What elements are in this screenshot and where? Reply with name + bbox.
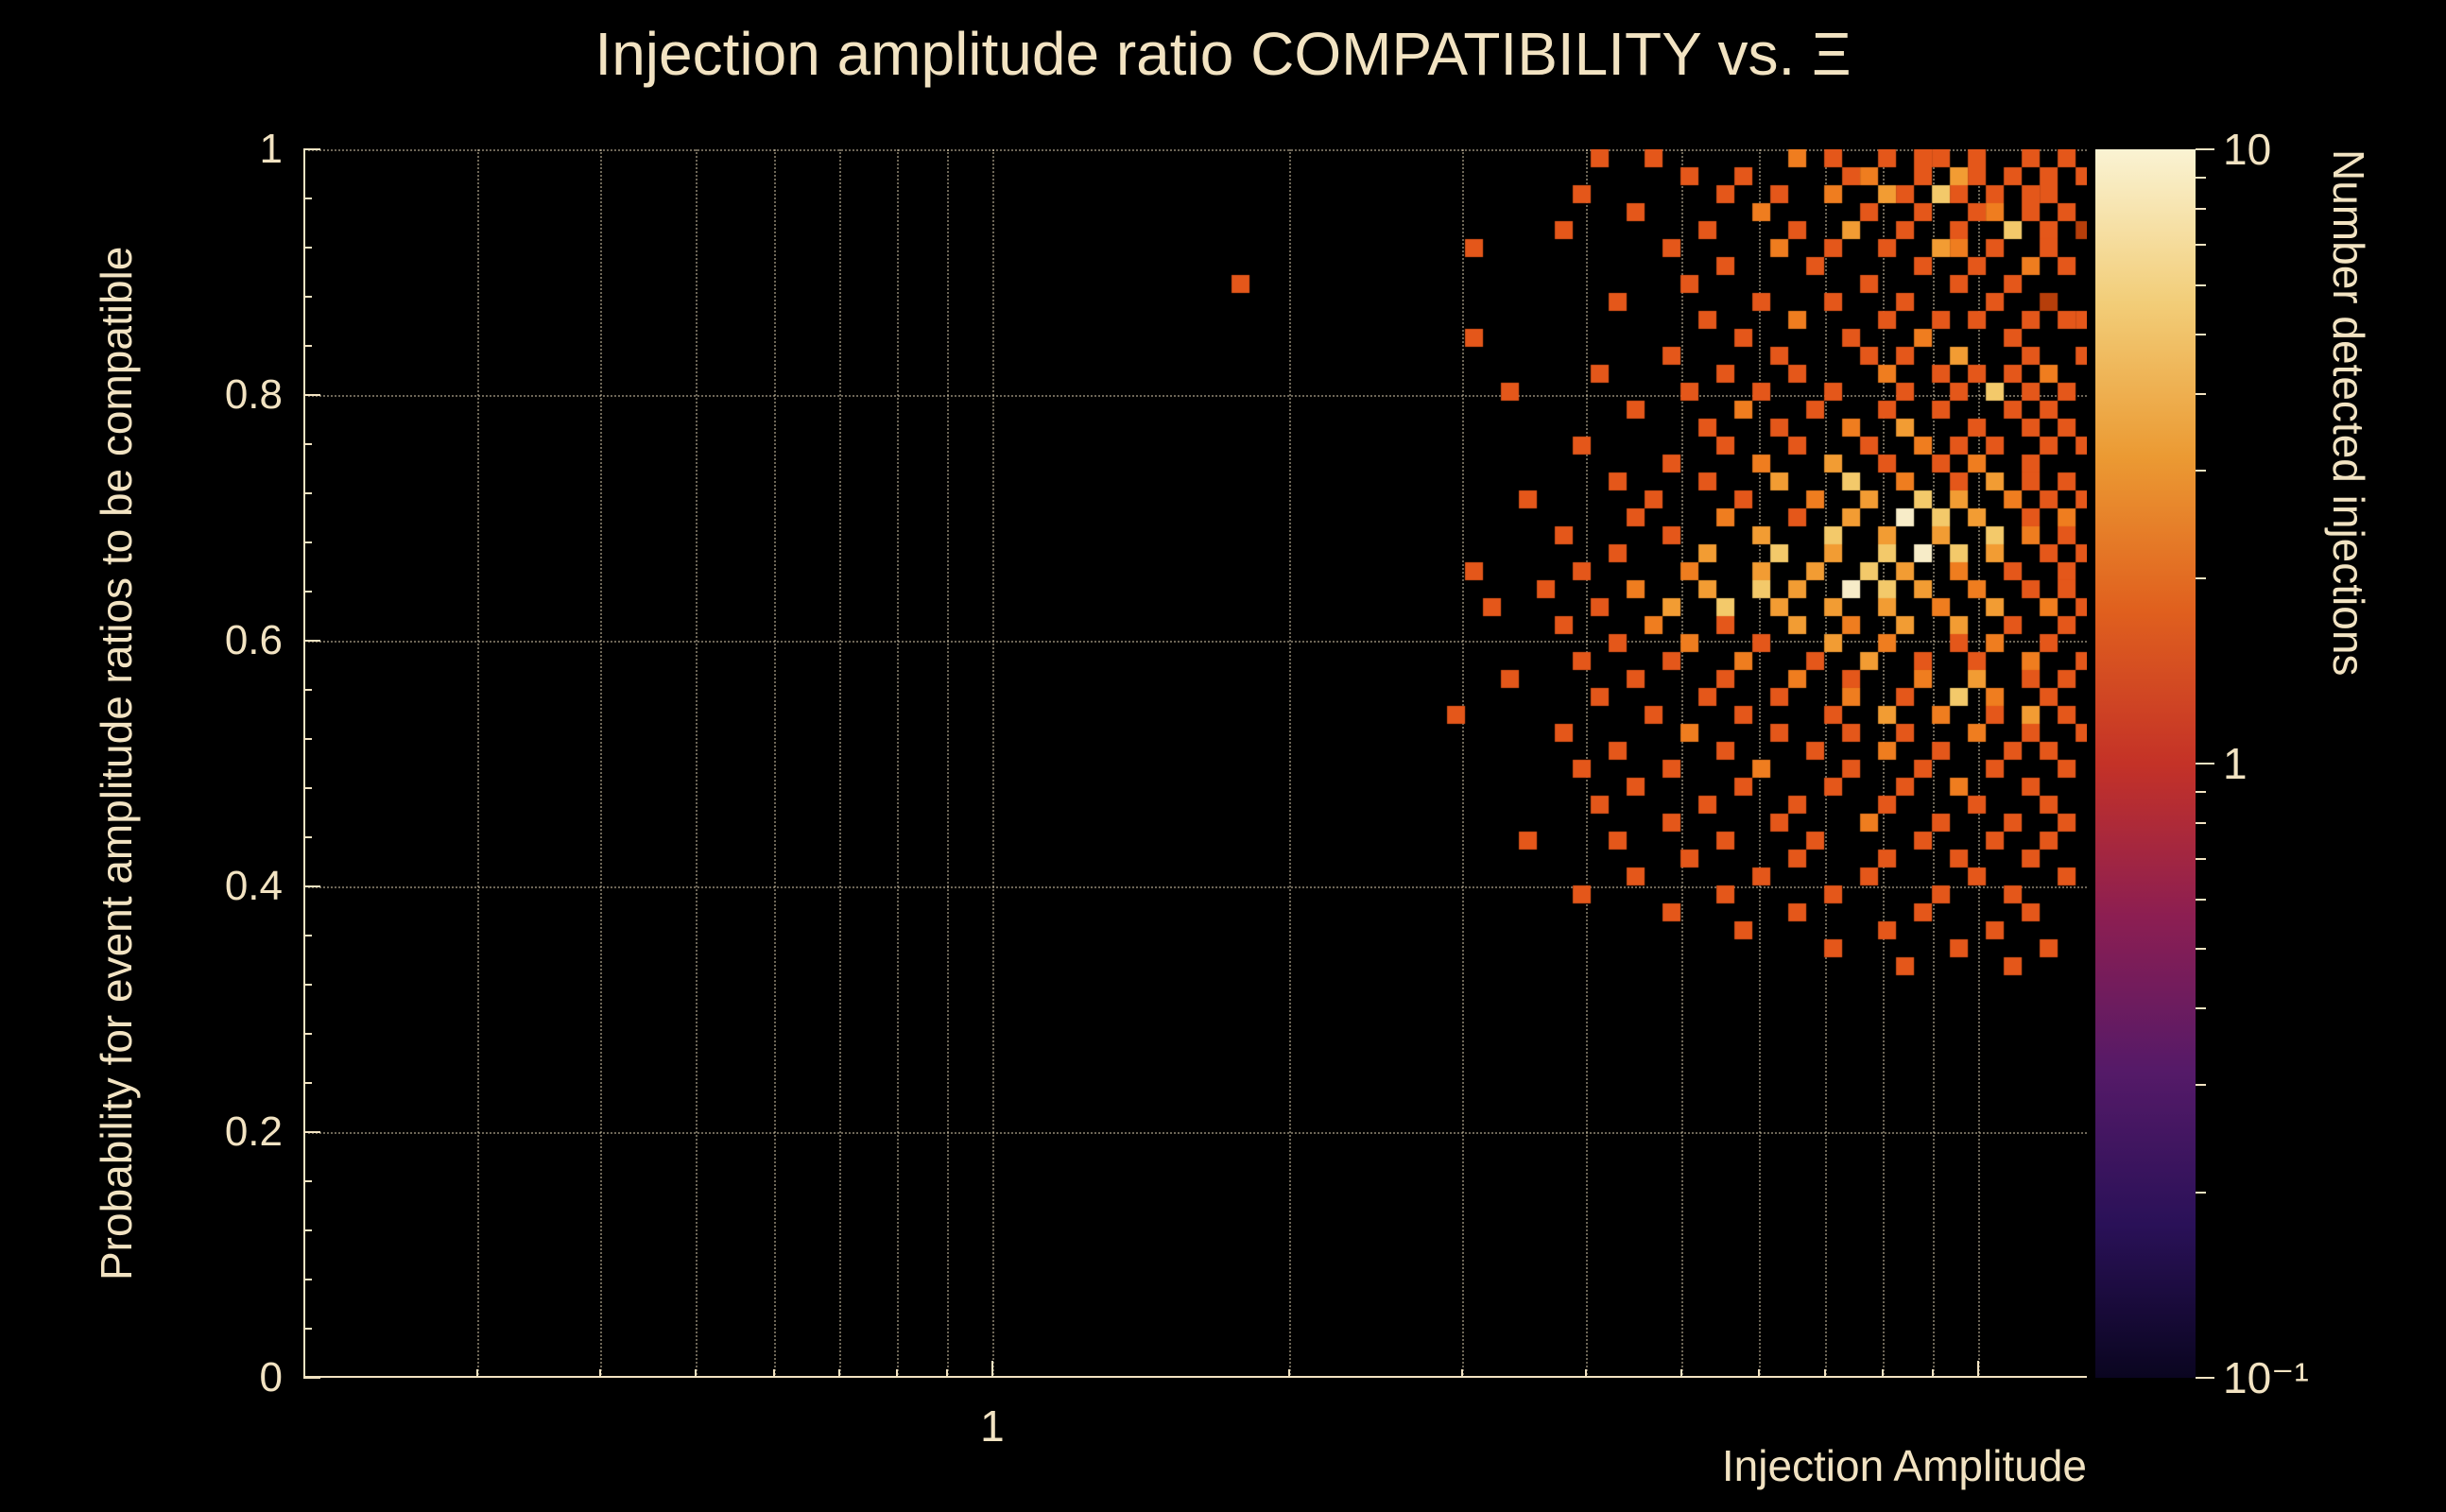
- y-minor-tick: [303, 738, 312, 740]
- colorbar-minor-tick: [2196, 947, 2206, 950]
- x-minor-tick: [1679, 1369, 1682, 1378]
- colorbar-minor-tick: [2196, 176, 2206, 179]
- y-tick-label: 0: [259, 1354, 283, 1400]
- x-major-tick: [1976, 1361, 1979, 1378]
- colorbar-minor-tick: [2196, 284, 2206, 287]
- x-minor-tick: [1881, 1369, 1884, 1378]
- colorbar-minor-tick: [2196, 1083, 2206, 1086]
- x-minor-tick: [946, 1369, 949, 1378]
- colorbar-minor-tick: [2196, 821, 2206, 824]
- x-minor-tick: [694, 1369, 697, 1378]
- y-tick-label: 1: [259, 126, 283, 172]
- colorbar-minor-tick: [2196, 469, 2206, 472]
- y-minor-tick: [303, 443, 312, 445]
- x-minor-tick: [598, 1369, 601, 1378]
- y-minor-tick: [303, 836, 312, 838]
- y-minor-tick: [303, 935, 312, 936]
- y-axis-line: [303, 149, 305, 1378]
- y-tick-label: 0.2: [224, 1108, 283, 1155]
- y-major-tick: [303, 148, 320, 150]
- y-minor-tick: [303, 1328, 312, 1330]
- colorbar-minor-tick: [2196, 207, 2206, 210]
- colorbar-minor-tick: [2196, 790, 2206, 793]
- x-minor-tick: [772, 1369, 775, 1378]
- y-tick-label: 0.4: [224, 863, 283, 909]
- y-major-tick: [303, 394, 320, 396]
- colorbar-tick-label: 10: [2223, 125, 2272, 174]
- y-minor-tick: [303, 689, 312, 691]
- y-minor-tick: [303, 885, 312, 887]
- plot-area: [303, 148, 2087, 1379]
- y-major-tick: [303, 1377, 320, 1379]
- y-axis-title: Probability for event amplitude ratios t…: [92, 246, 141, 1281]
- colorbar-minor-tick: [2196, 899, 2206, 902]
- y-minor-tick: [303, 1033, 312, 1035]
- heatmap-canvas: [303, 149, 2087, 1378]
- x-minor-tick: [838, 1369, 841, 1378]
- y-tick-label: 0.8: [224, 371, 283, 418]
- x-minor-tick: [1931, 1369, 1934, 1378]
- y-minor-tick: [303, 1229, 312, 1231]
- colorbar-title: Number detected injections: [2324, 149, 2373, 677]
- x-minor-tick: [475, 1369, 478, 1378]
- y-minor-tick: [303, 591, 312, 593]
- y-minor-tick: [303, 640, 312, 642]
- x-major-tick: [990, 1361, 993, 1378]
- colorbar-minor-tick: [2196, 392, 2206, 395]
- y-minor-tick: [303, 1131, 312, 1133]
- x-minor-tick: [1824, 1369, 1827, 1378]
- x-minor-tick: [1287, 1369, 1290, 1378]
- y-minor-tick: [303, 247, 312, 249]
- y-minor-tick: [303, 1180, 312, 1182]
- colorbar-major-tick: [2196, 1377, 2214, 1379]
- chart-title: Injection amplitude ratio COMPATIBILITY …: [594, 20, 1852, 88]
- x-minor-tick: [1758, 1369, 1761, 1378]
- y-minor-tick: [303, 492, 312, 494]
- y-minor-tick: [303, 296, 312, 298]
- colorbar-tick-label: 10⁻¹: [2223, 1353, 2309, 1402]
- colorbar-minor-tick: [2196, 1006, 2206, 1009]
- x-axis-title: Injection Amplitude: [1721, 1441, 2087, 1490]
- colorbar: [2095, 149, 2196, 1378]
- colorbar-minor-tick: [2196, 857, 2206, 860]
- y-minor-tick: [303, 1082, 312, 1084]
- y-minor-tick: [303, 787, 312, 789]
- y-major-tick: [303, 640, 320, 642]
- colorbar-major-tick: [2196, 148, 2214, 150]
- colorbar-minor-tick: [2196, 1192, 2206, 1194]
- y-major-tick: [303, 1131, 320, 1133]
- x-minor-tick: [1461, 1369, 1464, 1378]
- colorbar-major-tick: [2196, 763, 2214, 765]
- x-minor-tick: [1584, 1369, 1587, 1378]
- y-minor-tick: [303, 198, 312, 199]
- y-minor-tick: [303, 394, 312, 396]
- y-minor-tick: [303, 984, 312, 986]
- colorbar-minor-tick: [2196, 243, 2206, 246]
- x-axis-line: [303, 1376, 2087, 1378]
- x-tick-label: 1: [980, 1401, 1005, 1451]
- x-minor-tick: [895, 1369, 898, 1378]
- colorbar-tick-label: 1: [2223, 739, 2248, 788]
- y-major-tick: [303, 885, 320, 887]
- y-minor-tick: [303, 541, 312, 543]
- colorbar-minor-tick: [2196, 333, 2206, 335]
- colorbar-minor-tick: [2196, 577, 2206, 580]
- y-tick-label: 0.6: [224, 617, 283, 663]
- y-minor-tick: [303, 345, 312, 347]
- y-minor-tick: [303, 1279, 312, 1280]
